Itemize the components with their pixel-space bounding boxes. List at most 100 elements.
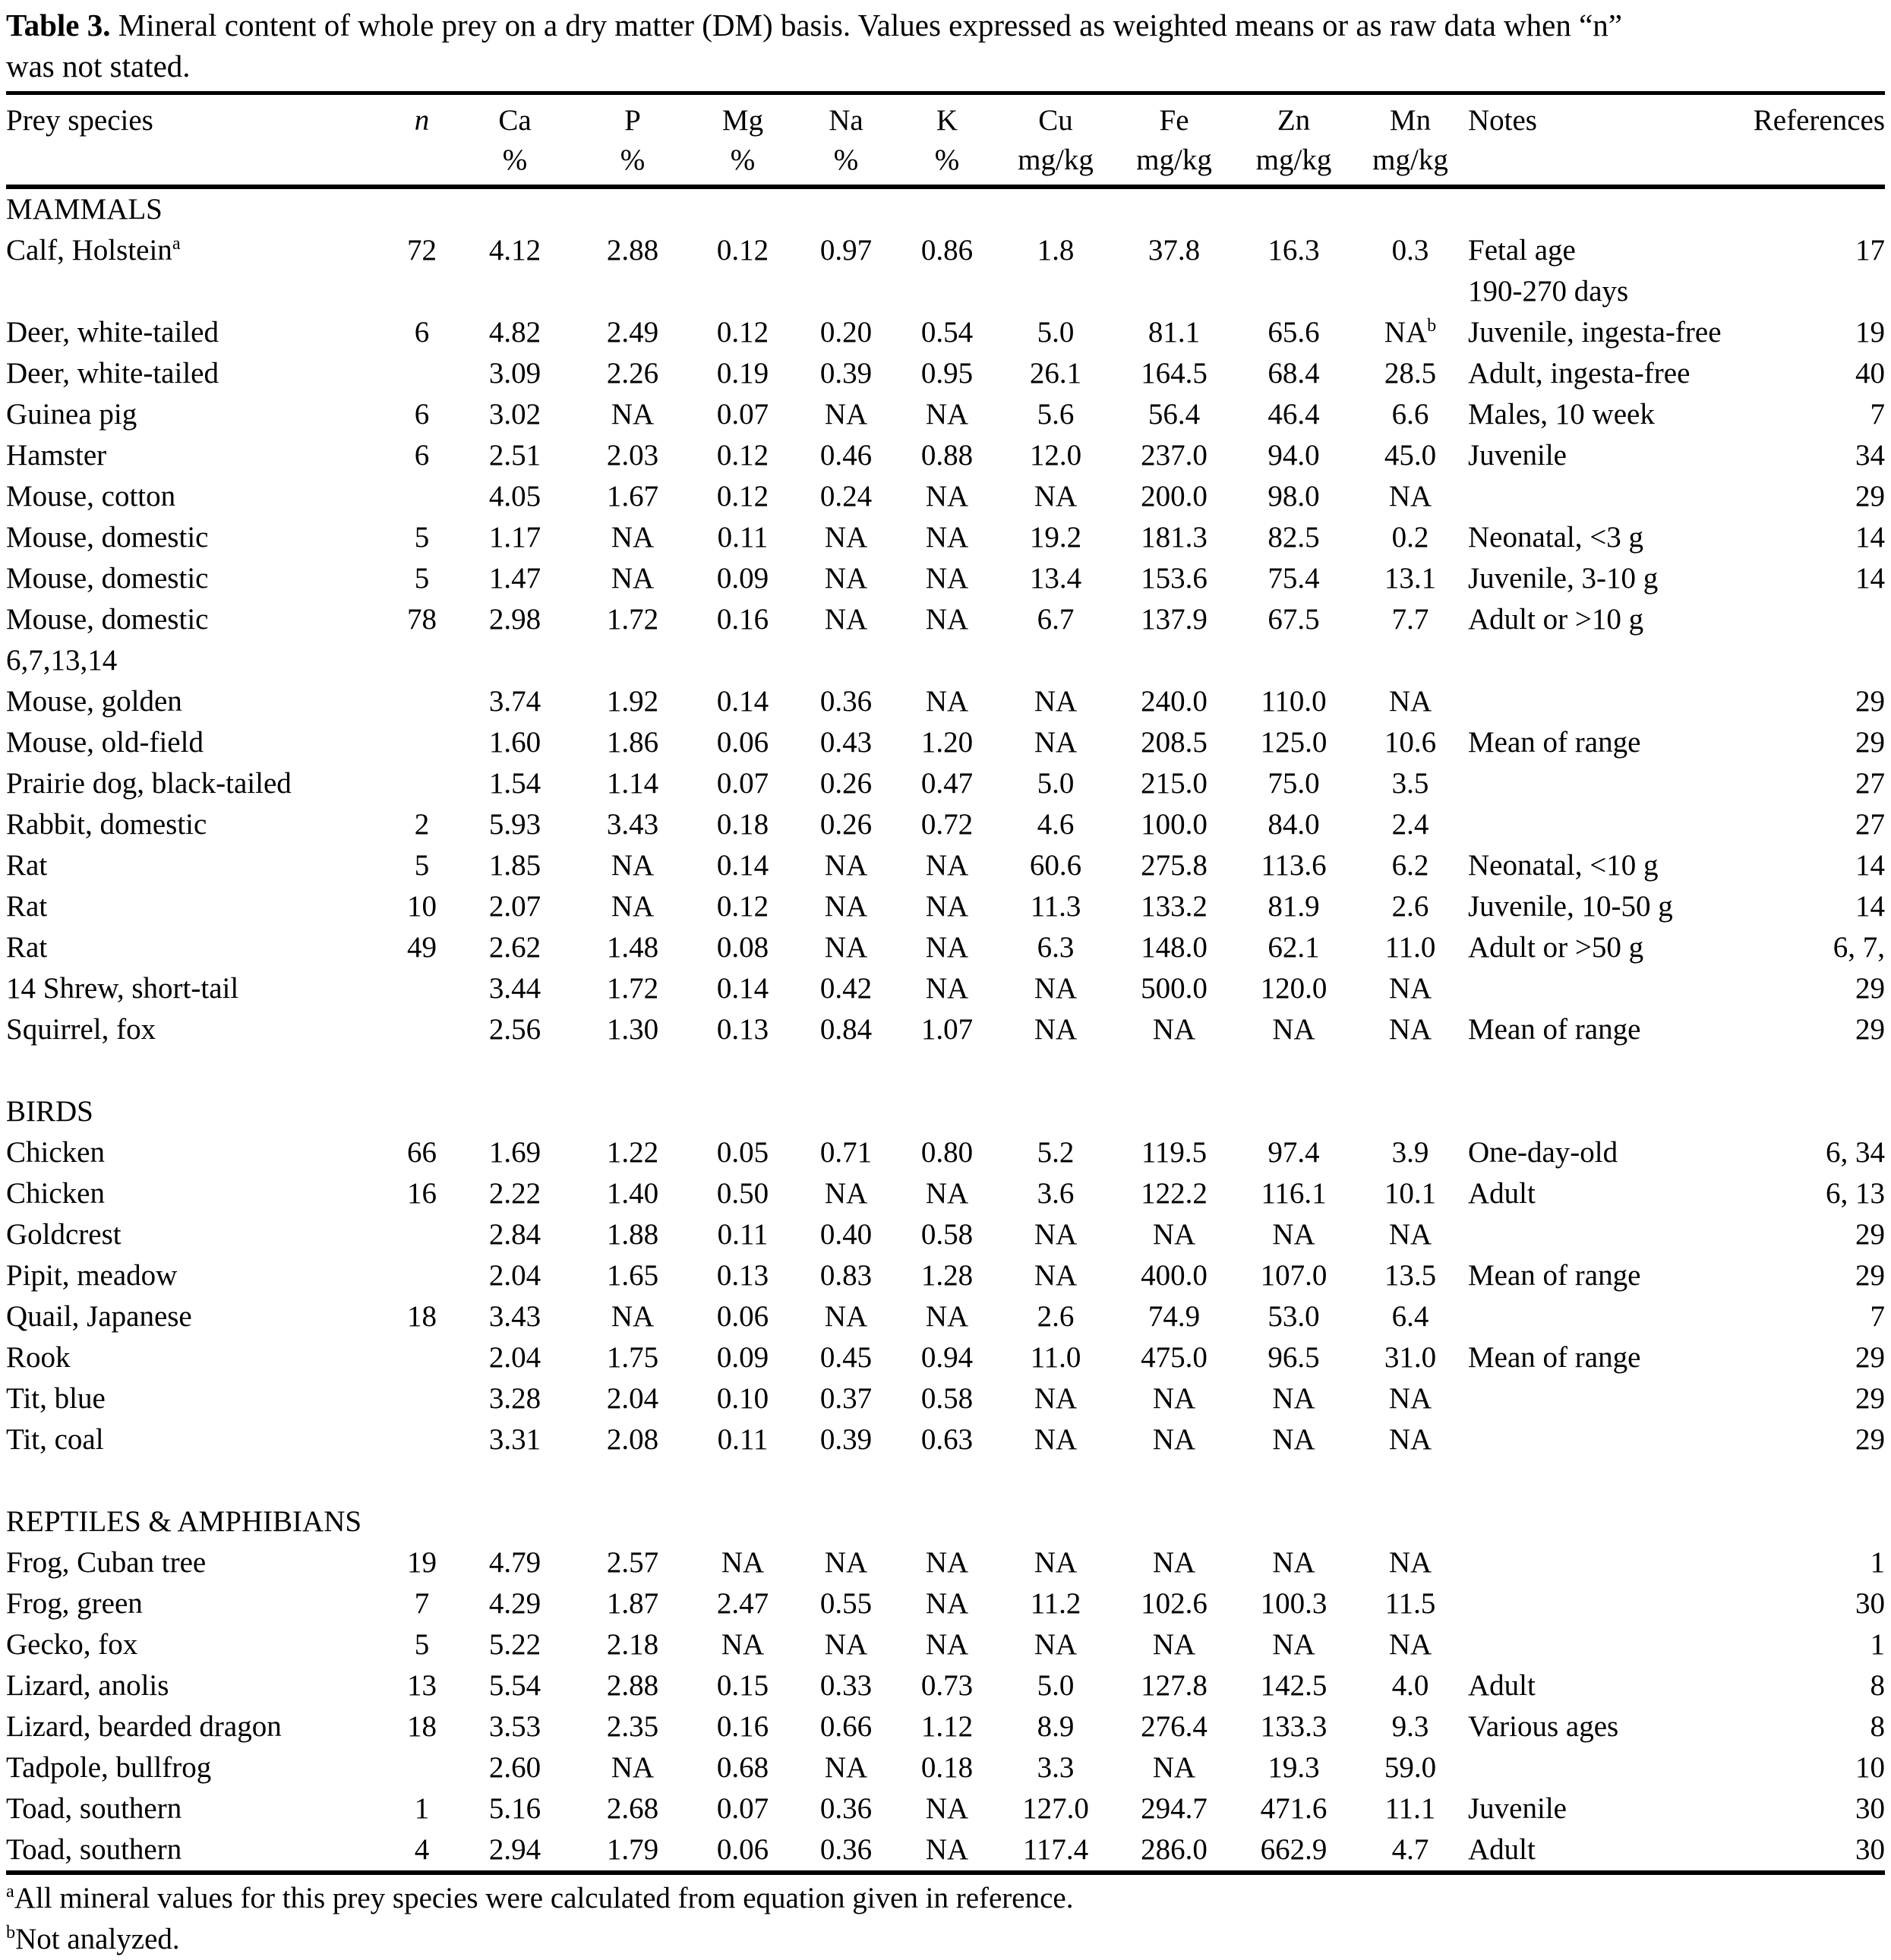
cell-n: 10	[407, 890, 437, 923]
section-header-row: MAMMALS	[6, 187, 1885, 230]
cell-species: Rabbit, domestic	[6, 808, 207, 841]
cell-na: 0.83	[819, 1259, 873, 1292]
cell-fe: 181.3	[1141, 521, 1208, 554]
cell-mg: NA	[721, 1546, 765, 1579]
cell-notes: Adult	[1468, 1829, 1787, 1875]
section-header-row: BIRDS	[6, 1091, 1885, 1132]
cell-ca: 4.82	[488, 316, 541, 349]
cell-na: NA	[824, 1628, 868, 1661]
cell-zn: NA	[1272, 1382, 1315, 1415]
cell-species: Mouse, cotton	[6, 480, 176, 513]
cell-cu: NA	[1034, 972, 1078, 1005]
column-header-unit: %	[620, 144, 646, 176]
cell-mg: 0.68	[716, 1751, 769, 1784]
cell-species: Tit, coal	[6, 1423, 104, 1456]
cell-cu: 5.2	[1037, 1136, 1075, 1169]
table-row: Mouse, domestic 5 1.47 NA 0.09 NA NA 13.4 153.6 7…	[6, 558, 1885, 599]
cell-fe: 208.5	[1141, 726, 1208, 759]
cell-mg: 0.12	[716, 439, 769, 472]
column-header-label: Mg	[721, 104, 764, 137]
cell-k: NA	[925, 972, 969, 1005]
cell-n	[390, 681, 454, 722]
cell-refs: 30	[1855, 1792, 1885, 1825]
cell-k	[896, 640, 998, 681]
cell-k: 0.63	[920, 1423, 974, 1456]
cell-fe: 56.4	[1148, 398, 1201, 431]
cell-p: 1.72	[606, 972, 659, 1005]
column-header-mn: Mn mg/kg	[1353, 95, 1468, 189]
cell-p: 2.35	[606, 1710, 659, 1743]
cell-zn	[1235, 640, 1353, 681]
cell-na: 0.39	[819, 1423, 873, 1456]
table-caption-text: Mineral content of whole prey on a dry m…	[6, 8, 1623, 84]
cell-na: 0.55	[819, 1587, 873, 1620]
cell-na: 0.24	[819, 480, 873, 513]
cell-p: NA	[611, 890, 655, 923]
column-header-mg: Mg%	[690, 95, 796, 189]
spacer-cell	[6, 1460, 1885, 1501]
table-row: Pipit, meadow 2.04 1.65 0.13 0.83 1.28 NA 400.0…	[6, 1255, 1885, 1296]
footnotes: aAll mineral values for this prey specie…	[6, 1875, 1885, 1960]
cell-fe: NA	[1152, 1423, 1196, 1456]
cell-mg: 0.16	[716, 1710, 769, 1743]
cell-fe: 148.0	[1141, 931, 1208, 964]
cell-p: 3.43	[606, 808, 659, 841]
column-header-label: K	[936, 104, 958, 137]
section-title: MAMMALS	[6, 193, 163, 226]
cell-mn: NA	[1388, 972, 1432, 1005]
cell-cu: 60.6	[1029, 849, 1082, 882]
table-row: Mouse, domestic 5 1.17 NA 0.11 NA NA 19.2 181.3 8…	[6, 517, 1885, 558]
cell-zn: 65.6	[1268, 316, 1320, 349]
cell-cu: NA	[1034, 1546, 1078, 1579]
cell-p: NA	[611, 398, 655, 431]
cell-mg: NA	[721, 1628, 765, 1661]
cell-notes	[1468, 476, 1787, 517]
cell-mn: 0.2	[1391, 521, 1429, 554]
cell-cu: 11.2	[1030, 1587, 1081, 1620]
table-row: Lizard, anolis 13 5.54 2.88 0.15 0.33 0.73 5.0 1…	[6, 1665, 1885, 1706]
cell-k: NA	[925, 849, 969, 882]
cell-k: 1.07	[920, 1013, 974, 1046]
cell-zn: 100.3	[1260, 1587, 1327, 1620]
cell-na: 0.42	[819, 972, 873, 1005]
cell-k: NA	[925, 603, 969, 636]
cell-fe: 127.8	[1141, 1669, 1208, 1702]
cell-fe: 200.0	[1141, 480, 1208, 513]
cell-fe: 240.0	[1141, 685, 1208, 718]
cell-k: NA	[925, 521, 969, 554]
column-header-unit: %	[730, 144, 756, 176]
cell-mg: 0.11	[717, 521, 769, 554]
cell-zn: 75.4	[1268, 562, 1320, 595]
cell-refs: 30	[1855, 1587, 1885, 1620]
cell-mn: NA	[1388, 1013, 1432, 1046]
cell-na: NA	[824, 398, 868, 431]
cell-species: 14 Shrew, short-tail	[6, 972, 239, 1005]
cell-n: 2	[414, 808, 430, 841]
cell-ca: 3.31	[488, 1423, 541, 1456]
cell-zn: NA	[1272, 1628, 1315, 1661]
table-row: Rat 10 2.07 NA 0.12 NA NA 11.3 133.2 81.9 2.6 Juven…	[6, 886, 1885, 927]
table-row: Toad, southern 1 5.16 2.68 0.07 0.36 NA 127.0 29…	[6, 1788, 1885, 1829]
cell-p: 2.88	[606, 1669, 659, 1702]
cell-ca: 5.22	[488, 1628, 541, 1661]
column-header-label: n	[414, 104, 430, 137]
cell-species: Rook	[6, 1341, 71, 1374]
cell-k: 0.47	[920, 767, 974, 800]
table-row: Tadpole, bullfrog 2.60 NA 0.68 NA 0.18 3.3 NA 19…	[6, 1747, 1885, 1788]
cell-na: 0.66	[819, 1710, 873, 1743]
cell-mn: 4.7	[1353, 1829, 1468, 1875]
cell-refs: 6, 34	[1826, 1136, 1885, 1169]
cell-refs: 8	[1870, 1710, 1886, 1743]
cell-fe: 74.9	[1148, 1300, 1201, 1333]
cell-notes: Mean of range	[1468, 1341, 1641, 1374]
table-row: Guinea pig 6 3.02 NA 0.07 NA NA 5.6 56.4 46.4 6.6 M…	[6, 394, 1885, 435]
footnote-b-marker: b	[6, 1922, 16, 1943]
cell-cu: 11.0	[1030, 1341, 1081, 1374]
cell-cu: NA	[1034, 685, 1078, 718]
cell-p: 2.68	[606, 1792, 659, 1825]
cell-species: Frog, green	[6, 1587, 143, 1620]
cell-zn: 46.4	[1268, 398, 1320, 431]
section-title: REPTILES & AMPHIBIANS	[6, 1505, 362, 1538]
cell-mn: 7.7	[1391, 603, 1429, 636]
cell-na: 0.36	[796, 1829, 896, 1875]
